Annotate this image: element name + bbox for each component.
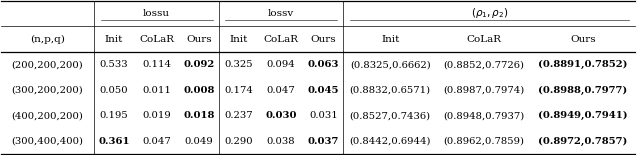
Text: 0.011: 0.011 [142,86,171,95]
Text: 0.195: 0.195 [100,111,129,120]
Text: (0.8325,0.6662): (0.8325,0.6662) [350,60,431,69]
Text: (400,200,200): (400,200,200) [12,111,83,120]
Text: (0.8948,0.7937): (0.8948,0.7937) [444,111,525,120]
Text: 0.019: 0.019 [142,111,171,120]
Text: 0.063: 0.063 [308,60,339,69]
Text: (0.8972,0.7857): (0.8972,0.7857) [538,137,628,146]
Text: (0.8949,0.7941): (0.8949,0.7941) [538,111,628,120]
Text: 0.174: 0.174 [224,86,253,95]
Text: Init: Init [105,35,124,44]
Text: 0.047: 0.047 [142,137,171,146]
Text: 0.008: 0.008 [183,86,215,95]
Text: 0.030: 0.030 [266,111,297,120]
Text: CoLaR: CoLaR [139,35,174,44]
Text: $(\rho_1,\rho_2)$: $(\rho_1,\rho_2)$ [470,7,508,20]
Text: 0.290: 0.290 [225,137,253,146]
Text: 0.031: 0.031 [309,111,338,120]
Text: Ours: Ours [311,35,337,44]
Text: lossu: lossu [143,9,170,18]
Text: 0.050: 0.050 [100,86,129,95]
Text: Ours: Ours [186,35,212,44]
Text: 0.038: 0.038 [267,137,296,146]
Text: (0.8852,0.7726): (0.8852,0.7726) [444,60,524,69]
Text: lossv: lossv [268,9,294,18]
Text: (0.8527,0.7436): (0.8527,0.7436) [349,111,431,120]
Text: (0.8962,0.7859): (0.8962,0.7859) [444,137,524,146]
Text: 0.325: 0.325 [225,60,253,69]
Text: (0.8891,0.7852): (0.8891,0.7852) [538,60,628,69]
Text: (0.8987,0.7974): (0.8987,0.7974) [444,86,525,95]
Text: 0.533: 0.533 [100,60,129,69]
Text: 0.361: 0.361 [99,137,130,146]
Text: 0.092: 0.092 [184,60,214,69]
Text: CoLaR: CoLaR [264,35,299,44]
Text: Ours: Ours [570,35,596,44]
Text: 0.094: 0.094 [267,60,296,69]
Text: 0.047: 0.047 [267,86,296,95]
Text: (n,p,q): (n,p,q) [30,35,65,44]
Text: (300,200,200): (300,200,200) [12,86,83,95]
Text: (0.8442,0.6944): (0.8442,0.6944) [349,137,431,146]
Text: 0.045: 0.045 [308,86,339,95]
Text: Init: Init [381,35,399,44]
Text: (300,400,400): (300,400,400) [12,137,83,146]
Text: CoLaR: CoLaR [467,35,501,44]
Text: 0.237: 0.237 [225,111,253,120]
Text: (0.8988,0.7977): (0.8988,0.7977) [538,86,628,95]
Text: 0.018: 0.018 [183,111,215,120]
Text: Init: Init [230,35,248,44]
Text: 0.114: 0.114 [142,60,171,69]
Text: 0.049: 0.049 [185,137,213,146]
Text: (200,200,200): (200,200,200) [12,60,83,69]
Text: 0.037: 0.037 [308,137,339,146]
Text: (0.8832,0.6571): (0.8832,0.6571) [349,86,431,95]
